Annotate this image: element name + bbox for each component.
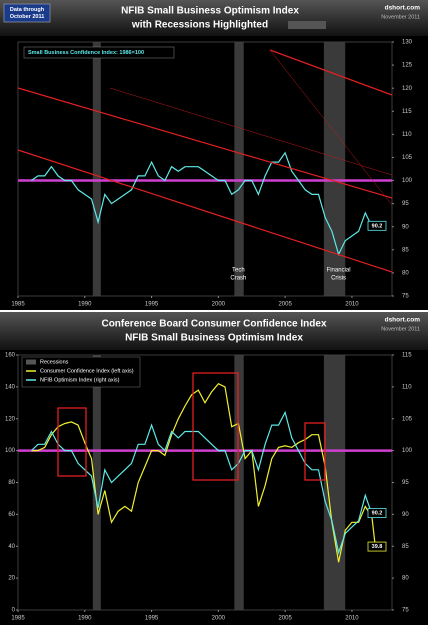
chart-title: Conference Board Consumer Confidence Ind… bbox=[101, 319, 326, 330]
x-tick-label: 1995 bbox=[145, 302, 159, 308]
recession bbox=[234, 355, 244, 610]
trend-line bbox=[269, 49, 393, 96]
legend-swatch bbox=[26, 359, 36, 365]
highlight-box bbox=[192, 372, 239, 481]
legend-box bbox=[23, 46, 175, 59]
recession bbox=[234, 42, 244, 296]
y-tick-label: 80 bbox=[402, 270, 409, 276]
y-tick-label: 95 bbox=[402, 201, 409, 207]
legend-label: Consumer Confidence Index (left axis) bbox=[40, 368, 134, 374]
y-tick-label: 100 bbox=[5, 448, 16, 454]
annotation: Crisis bbox=[331, 276, 346, 282]
y2-tick-label: 80 bbox=[402, 576, 409, 582]
annotation: Tech bbox=[232, 268, 245, 274]
legend-label: Small Business Confidence Index: 1986=10… bbox=[28, 50, 144, 56]
header bbox=[0, 0, 428, 36]
highlight-box bbox=[304, 422, 326, 481]
y-tick-label: 0 bbox=[12, 608, 16, 614]
x-tick-label: 2000 bbox=[212, 302, 226, 308]
note: Data through bbox=[10, 7, 45, 13]
end-label-box bbox=[367, 541, 387, 552]
trend-line bbox=[17, 149, 393, 273]
chart-subtitle: NFIB Small Business Optimism Index bbox=[125, 333, 303, 344]
trend-line bbox=[17, 87, 393, 199]
x-tick-label: 2005 bbox=[278, 302, 292, 308]
y-tick-label: 115 bbox=[402, 109, 412, 115]
y-tick-label: 125 bbox=[402, 63, 413, 69]
panel bbox=[0, 0, 428, 310]
y2-tick-label: 100 bbox=[402, 448, 413, 454]
x-tick-label: 2005 bbox=[278, 616, 292, 622]
y2-tick-label: 105 bbox=[402, 416, 413, 422]
y2-tick-label: 110 bbox=[402, 384, 412, 390]
y-tick-label: 20 bbox=[8, 576, 15, 582]
trend-line bbox=[269, 49, 393, 206]
recession bbox=[323, 42, 346, 296]
highlight-box bbox=[57, 407, 87, 477]
date: November 2011 bbox=[381, 14, 420, 20]
chart-title: NFIB Small Business Optimism Index bbox=[121, 6, 299, 17]
end-label: 90.2 bbox=[372, 223, 383, 229]
legend-label: NFIB Optimism Index (right axis) bbox=[40, 377, 120, 383]
recession-swatch bbox=[288, 21, 326, 29]
y-tick-label: 140 bbox=[5, 384, 16, 390]
y-tick-label: 100 bbox=[402, 178, 413, 184]
end-label-box bbox=[367, 508, 387, 519]
recession bbox=[323, 355, 346, 610]
y-tick-label: 120 bbox=[5, 416, 16, 422]
y2-tick-label: 75 bbox=[402, 608, 409, 614]
plot-frame bbox=[17, 41, 393, 297]
header bbox=[0, 312, 428, 350]
y2-tick-label: 85 bbox=[402, 544, 409, 550]
trend-line bbox=[109, 87, 393, 176]
y-tick-label: 105 bbox=[402, 155, 413, 161]
y-tick-label: 60 bbox=[8, 512, 15, 518]
x-tick-label: 1990 bbox=[78, 302, 92, 308]
plot: 1985 1990 1995 2000 2005 2010 0 20 40 60 80 100 120 1… bbox=[5, 353, 413, 622]
y-tick-label: 120 bbox=[402, 86, 413, 92]
legend-label: Recessions bbox=[40, 359, 69, 365]
x-tick-label: 1985 bbox=[11, 302, 25, 308]
x-tick-label: 2010 bbox=[345, 302, 359, 308]
x-tick-label: 1985 bbox=[11, 616, 25, 622]
source: dshort.com bbox=[385, 317, 421, 324]
x-tick-label: 1995 bbox=[145, 616, 159, 622]
y2-tick-label: 115 bbox=[402, 353, 412, 359]
annotation: Crash bbox=[230, 276, 246, 282]
chart-subtitle: with Recessions Highlighted bbox=[131, 20, 268, 31]
end-label: 39.8 bbox=[372, 544, 383, 550]
y2-tick-label: 95 bbox=[402, 480, 409, 486]
end-label-box bbox=[367, 220, 387, 231]
y-tick-label: 130 bbox=[402, 40, 413, 46]
plot: 1985 1990 1995 2000 2005 2010 75 80 85 90 95 100 105… bbox=[11, 40, 412, 308]
series-line bbox=[31, 151, 376, 257]
x-tick-label: 2010 bbox=[345, 616, 359, 622]
y-tick-label: 80 bbox=[8, 480, 15, 486]
series-line bbox=[31, 382, 376, 563]
y-tick-label: 85 bbox=[402, 247, 409, 253]
annotation: Financial bbox=[327, 268, 351, 274]
x-tick-label: 2000 bbox=[212, 616, 226, 622]
note: October 2011 bbox=[10, 14, 45, 20]
recession bbox=[92, 355, 101, 610]
y-tick-label: 40 bbox=[8, 544, 15, 550]
x-tick-label: 1990 bbox=[78, 616, 92, 622]
date: November 2011 bbox=[381, 326, 420, 332]
y-tick-label: 75 bbox=[402, 294, 409, 300]
note-box bbox=[3, 3, 51, 23]
y2-tick-label: 90 bbox=[402, 512, 409, 518]
legend-box bbox=[21, 356, 141, 388]
end-label: 90.2 bbox=[372, 511, 383, 517]
y-tick-label: 90 bbox=[402, 224, 409, 230]
y-tick-label: 160 bbox=[5, 353, 16, 359]
y-tick-label: 110 bbox=[402, 132, 412, 138]
recession bbox=[92, 42, 101, 296]
source: dshort.com bbox=[385, 5, 421, 12]
